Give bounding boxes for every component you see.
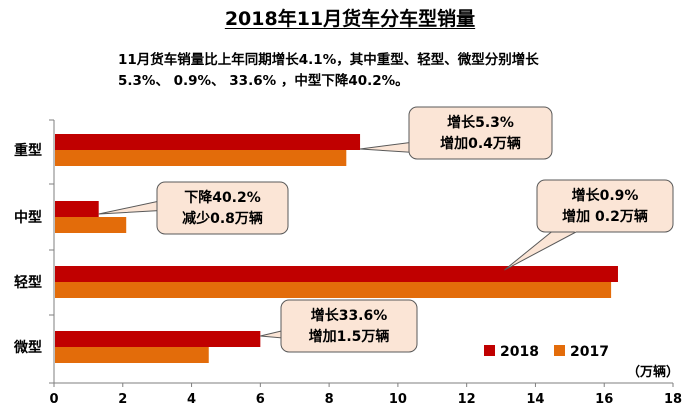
x-tick-label: 4 — [187, 392, 196, 407]
legend-label-2017: 2017 — [570, 344, 609, 360]
callout-text-line: 增长0.9% — [572, 187, 639, 204]
bar-2017-3 — [55, 282, 612, 298]
y-tick-label-2: 中型 — [14, 209, 42, 226]
x-tick-label: 10 — [389, 392, 407, 407]
subtitle-line-2: 5.3%、 0.9%、 33.6% ，中型下降40.2%。 — [118, 73, 409, 89]
bar-2018-3 — [55, 266, 618, 282]
callout-seam — [559, 225, 577, 232]
x-tick-label: 16 — [595, 392, 613, 407]
x-tick-label: 18 — [664, 392, 682, 407]
annotation-callout-1: 增长5.3% 增加0.4万辆 — [359, 106, 553, 160]
legend-swatch-2018 — [484, 345, 495, 356]
chart-title: 2018年11月货车分车型销量 — [224, 8, 476, 30]
legend-label-2018: 2018 — [500, 344, 539, 360]
x-tick-label: 8 — [325, 392, 334, 407]
bar-2018-2 — [55, 201, 99, 217]
chart-subtitle: 11月货车销量比上年同期增长4.1%，其中重型、轻型、微型分别增长 5.3%、 … — [118, 50, 693, 92]
callout-text-line: 增加0.4万辆 — [440, 135, 521, 152]
subtitle-line-1: 11月货车销量比上年同期增长4.1%，其中重型、轻型、微型分别增长 — [118, 52, 539, 68]
bar-2017-1 — [55, 150, 347, 166]
callout-text-line: 增加1.5万辆 — [309, 328, 390, 345]
callout-box — [280, 299, 418, 353]
x-tick-label: 6 — [256, 392, 265, 407]
bar-2017-2 — [55, 217, 127, 233]
y-tick-label-3: 轻型 — [14, 274, 42, 291]
legend-swatch-2017 — [554, 345, 565, 356]
callout-box — [156, 181, 289, 235]
bar-2018-4 — [55, 331, 261, 347]
callout-text-line: 下降40.2% — [184, 189, 261, 206]
annotation-callout-3: 增长0.9% 增加 0.2万辆 — [504, 179, 674, 271]
callout-box — [408, 106, 553, 160]
x-tick-label: 2 — [118, 392, 127, 407]
y-tick-label-4: 微型 — [13, 339, 42, 356]
y-tick-label-1: 重型 — [14, 142, 42, 159]
callout-text-line: 增长33.6% — [311, 307, 388, 324]
callout-text-line: 增长5.3% — [447, 114, 514, 131]
x-tick-label: 12 — [458, 392, 476, 407]
annotation-callout-2: 下降40.2% 减少0.8万辆 — [98, 181, 289, 235]
x-tick-label: 0 — [49, 392, 58, 407]
callout-text-line: 增加 0.2万辆 — [562, 208, 648, 225]
x-axis-unit-label: （万辆） — [627, 364, 679, 380]
bar-2018-1 — [55, 134, 361, 150]
callout-box — [536, 179, 674, 233]
bar-2017-4 — [55, 347, 209, 363]
annotation-callout-4: 增长33.6% 增加1.5万辆 — [260, 299, 418, 353]
x-tick-label: 14 — [526, 392, 544, 407]
callout-text-line: 减少0.8万辆 — [182, 210, 263, 227]
